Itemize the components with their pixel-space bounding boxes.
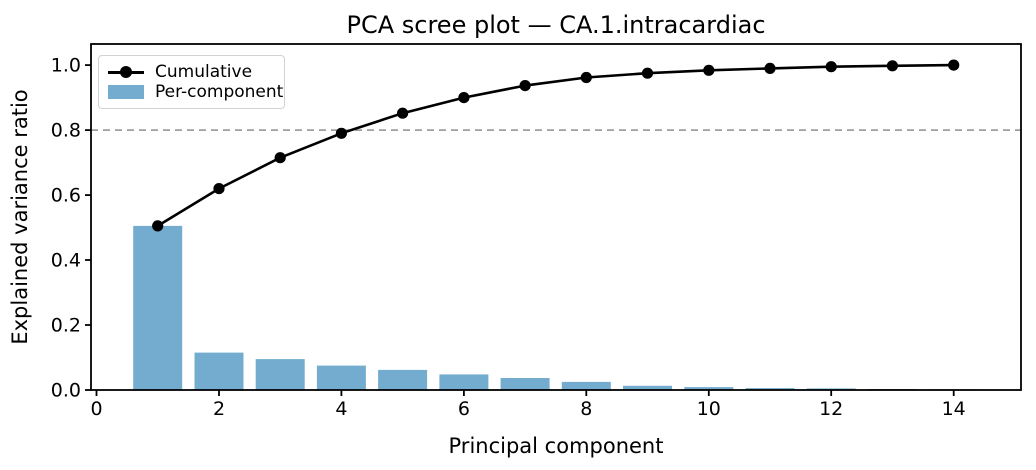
cumulative-marker-pc13 (886, 60, 899, 72)
bar-pc10 (684, 387, 734, 390)
x-tick-label-14: 14 (942, 398, 966, 420)
bar-pc3 (255, 359, 305, 390)
cumulative-line-swatch-icon (108, 66, 144, 78)
x-tick-label-6: 6 (458, 398, 470, 420)
x-tick-label-12: 12 (819, 398, 843, 420)
x-tick-label-8: 8 (580, 398, 592, 420)
cumulative-line (156, 63, 956, 228)
cumulative-marker-pc10 (703, 64, 715, 76)
legend-label-per-component: Per-component (155, 82, 284, 102)
cumulative-marker-pc8 (580, 71, 592, 84)
y-tick-label-0: 0.0 (51, 380, 81, 402)
bar-pc2 (194, 352, 244, 390)
y-axis-label: Explained variance ratio (8, 89, 32, 345)
cumulative-marker-pc1 (152, 220, 164, 232)
cumulative-marker-pc2 (213, 183, 225, 195)
legend-label-cumulative: Cumulative (155, 62, 253, 82)
x-tick-label-4: 4 (335, 398, 347, 420)
legend-item-cumulative: Cumulative (108, 63, 274, 81)
x-axis-label: Principal component (448, 434, 664, 458)
y-tick-label-1: 1.0 (51, 55, 81, 77)
cumulative-marker-pc3 (274, 152, 286, 164)
bar-pc9 (623, 385, 672, 390)
cumulative-marker-pc11 (764, 62, 776, 74)
x-tick-label-0: 0 (90, 398, 102, 420)
legend-item-per-component: Per-component (108, 83, 283, 101)
y-tick-label-0.6: 0.6 (51, 185, 81, 207)
bar-pc1 (133, 225, 183, 390)
legend: Cumulative Per-component (98, 55, 285, 109)
axes-spines (90, 43, 1022, 391)
per-component-bar-swatch-icon (108, 85, 144, 99)
cumulative-marker-pc14 (948, 59, 960, 71)
cumulative-marker-pc12 (825, 61, 837, 73)
legend-line-marker-icon (120, 66, 132, 78)
y-tick-label-0.4: 0.4 (51, 250, 81, 272)
x-tick-label-10: 10 (697, 398, 721, 420)
bar-pc6 (439, 374, 489, 390)
bar-pc8 (561, 381, 611, 390)
cumulative-marker-pc9 (641, 67, 654, 79)
cumulative-marker-pc4 (335, 127, 347, 139)
bar-pc11 (745, 388, 795, 390)
bar-pc7 (500, 378, 550, 390)
bar-pc5 (378, 369, 428, 390)
y-tick-label-0.2: 0.2 (51, 315, 81, 337)
bar-pc4 (316, 365, 366, 390)
chart-title: PCA scree plot — CA.1.intracardiac (346, 11, 766, 39)
cumulative-marker-pc6 (458, 92, 470, 104)
cumulative-marker-pc5 (397, 107, 409, 119)
cumulative-marker-pc7 (519, 80, 531, 92)
x-tick-label-2: 2 (213, 398, 225, 420)
y-tick-label-0.8: 0.8 (51, 120, 81, 142)
